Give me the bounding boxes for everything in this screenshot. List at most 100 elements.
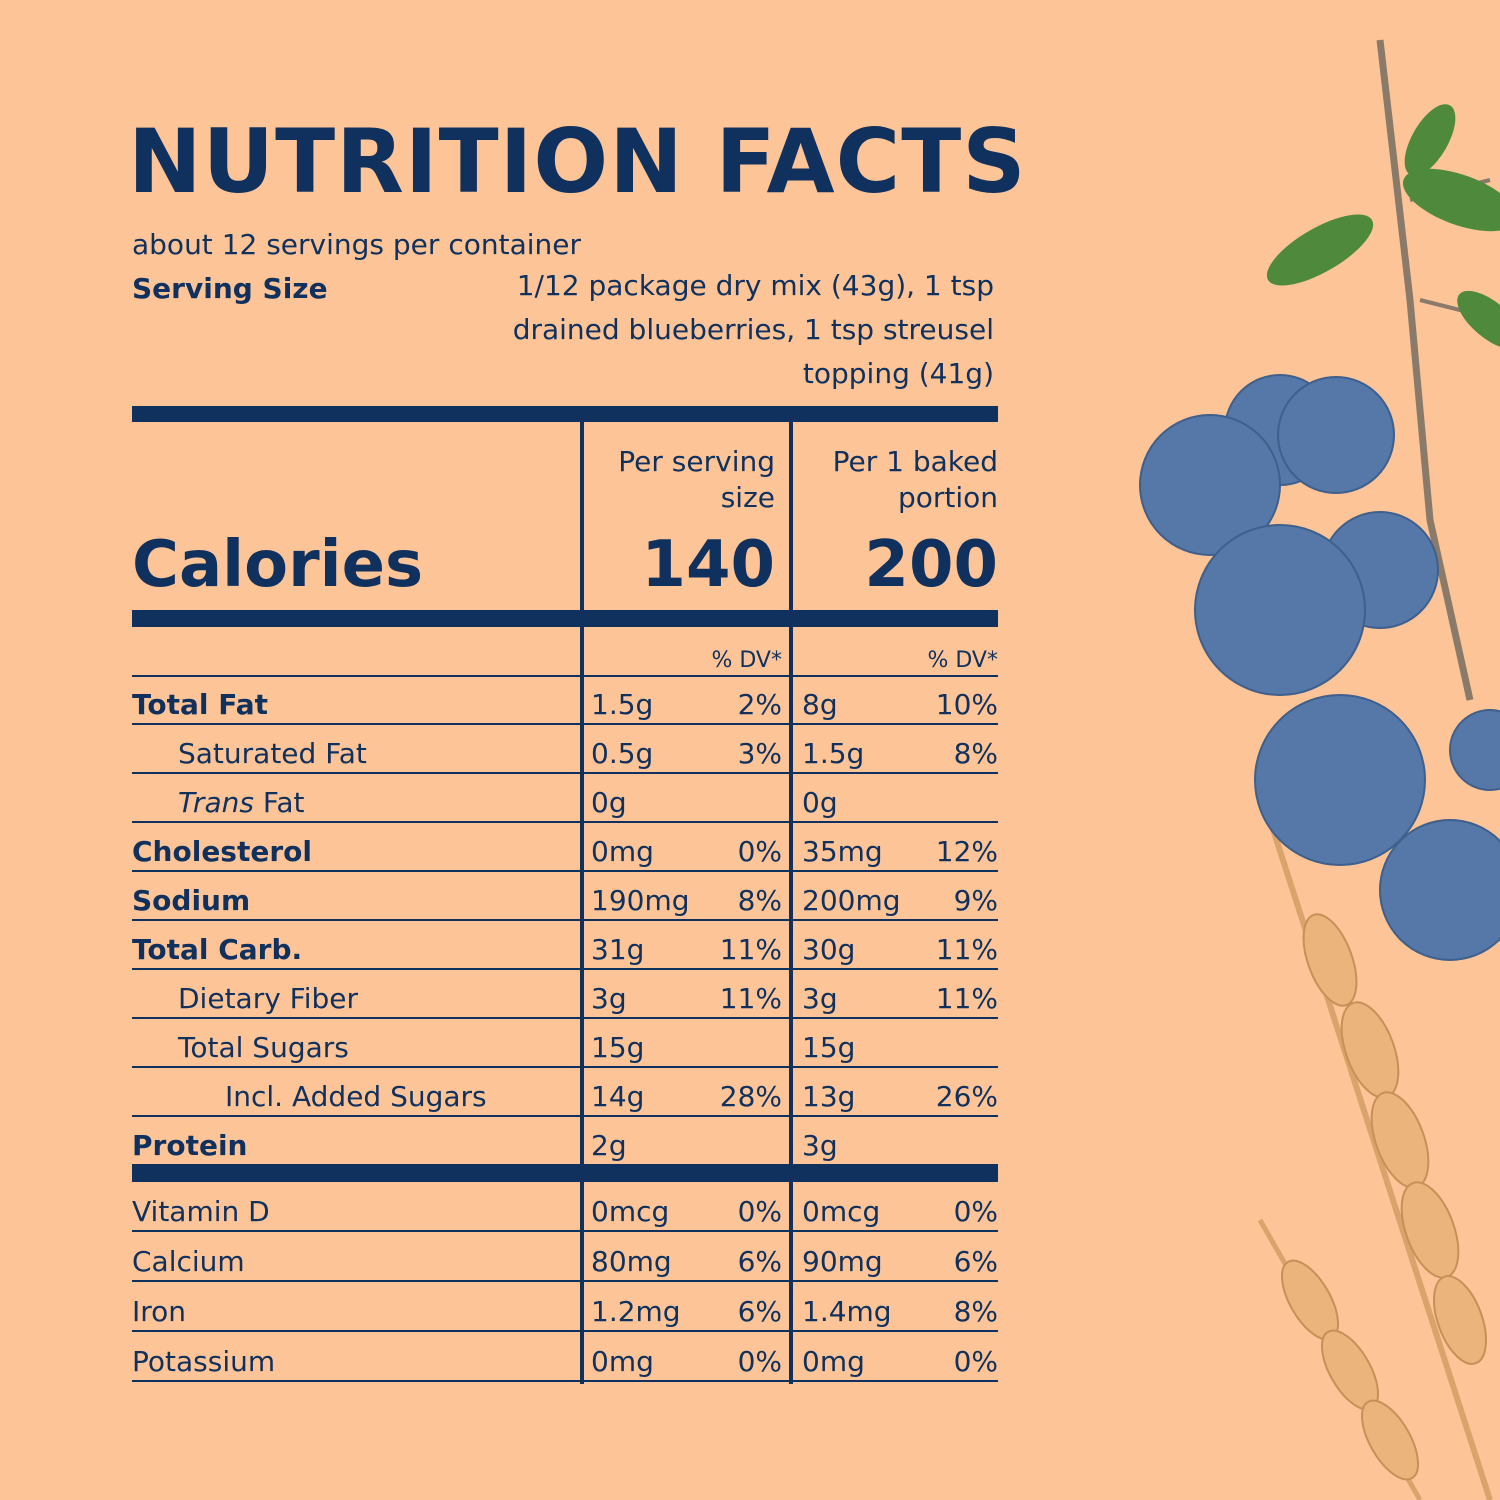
- portion-amount: 30g: [802, 933, 856, 966]
- nutrient-name: Dietary Fiber: [178, 982, 359, 1015]
- portion-amount: 3g: [802, 1129, 838, 1162]
- nutrient-row: Total Carb. 31g 11% 30g 11%: [132, 921, 998, 970]
- portion-amount: 35mg: [802, 835, 883, 868]
- col1-dv-header: % DV*: [711, 648, 782, 673]
- serving-dv: 3%: [737, 737, 782, 770]
- nutrient-name: Trans Fat: [178, 786, 305, 819]
- nutrient-row: Saturated Fat 0.5g 3% 1.5g 8%: [132, 725, 998, 774]
- serving-dv: 2%: [737, 688, 782, 721]
- nutrient-name: Total Fat: [132, 688, 269, 721]
- vitamin-row: Iron 1.2mg 6% 1.4mg 8%: [132, 1282, 998, 1332]
- portion-dv: 11%: [935, 933, 998, 966]
- serving-dv: 11%: [719, 933, 782, 966]
- portion-amount: 200mg: [802, 884, 901, 917]
- portion-amount: 1.4mg: [802, 1295, 892, 1328]
- serving-dv: 28%: [719, 1080, 782, 1113]
- serving-dv: 0%: [737, 1195, 782, 1228]
- vitamin-row: Calcium 80mg 6% 90mg 6%: [132, 1232, 998, 1282]
- portion-amount: 0g: [802, 786, 838, 819]
- portion-dv: 8%: [953, 737, 998, 770]
- portion-dv: 9%: [953, 884, 998, 917]
- blueberry-wheat-illustration: [1139, 39, 1500, 1500]
- wheat-stalk-illustration: [1257, 819, 1493, 1500]
- col2-calories: 200: [864, 528, 998, 602]
- vitamin-name: Calcium: [132, 1245, 245, 1278]
- portion-amount: 13g: [802, 1080, 856, 1113]
- blueberry-branch-illustration: [1139, 39, 1500, 961]
- nutrient-row: Total Fat 1.5g 2% 8g 10%: [132, 676, 998, 725]
- portion-dv: 0%: [953, 1195, 998, 1228]
- serving-amount: 190mg: [591, 884, 690, 917]
- serving-size-label: Serving Size: [132, 272, 328, 305]
- thick-divider: [132, 406, 998, 422]
- serving-amount: 31g: [591, 933, 645, 966]
- nutrient-name: Protein: [132, 1129, 248, 1162]
- col2-header: Per 1 baked portion: [832, 445, 998, 514]
- serving-amount: 15g: [591, 1031, 645, 1064]
- serving-amount: 3g: [591, 982, 627, 1015]
- serving-amount: 0g: [591, 786, 627, 819]
- vitamin-name: Potassium: [132, 1345, 276, 1378]
- thick-divider: [132, 1166, 998, 1182]
- vitamin-name: Vitamin D: [132, 1195, 270, 1228]
- serving-dv: 11%: [719, 982, 782, 1015]
- column-divider: [789, 422, 793, 1384]
- nutrient-row: Total Sugars 15g 15g: [132, 1019, 998, 1068]
- serving-amount: 1.5g: [591, 688, 654, 721]
- serving-amount: 0mg: [591, 835, 654, 868]
- thick-divider: [132, 610, 998, 627]
- portion-dv: 8%: [953, 1295, 998, 1328]
- serving-amount: 14g: [591, 1080, 645, 1113]
- nutrient-name: Sodium: [132, 884, 251, 917]
- portion-amount: 15g: [802, 1031, 856, 1064]
- portion-dv: 12%: [935, 835, 998, 868]
- nutrient-name: Total Sugars: [178, 1031, 349, 1064]
- col1-calories: 140: [641, 528, 775, 602]
- serving-dv: 6%: [737, 1245, 782, 1278]
- col2-dv-header: % DV*: [927, 648, 998, 673]
- portion-amount: 0mcg: [802, 1195, 881, 1228]
- portion-amount: 90mg: [802, 1245, 883, 1278]
- portion-dv: 10%: [935, 688, 998, 721]
- portion-dv: 6%: [953, 1245, 998, 1278]
- label-title: NUTRITION FACTS: [128, 110, 1027, 213]
- vitamin-name: Iron: [132, 1295, 187, 1328]
- nutrient-row: Trans Fat 0g 0g: [132, 774, 998, 823]
- servings-per-container: about 12 servings per container: [132, 228, 581, 261]
- portion-dv: 0%: [953, 1345, 998, 1378]
- portion-dv: 26%: [935, 1080, 998, 1113]
- vitamin-row: Potassium 0mg 0% 0mg 0%: [132, 1332, 998, 1382]
- nutrient-name: Saturated Fat: [178, 737, 367, 770]
- column-divider: [580, 422, 584, 1384]
- portion-dv: 11%: [935, 982, 998, 1015]
- nutrient-name: Incl. Added Sugars: [225, 1080, 487, 1113]
- nutrient-name-rest: Fat: [253, 786, 305, 819]
- nutrient-row: Dietary Fiber 3g 11% 3g 11%: [132, 970, 998, 1019]
- portion-amount: 1.5g: [802, 737, 865, 770]
- serving-dv: 0%: [737, 1345, 782, 1378]
- portion-amount: 8g: [802, 688, 838, 721]
- serving-amount: 2g: [591, 1129, 627, 1162]
- nutrient-row: Cholesterol 0mg 0% 35mg 12%: [132, 823, 998, 872]
- serving-dv: 6%: [737, 1295, 782, 1328]
- serving-dv: 0%: [737, 835, 782, 868]
- serving-size-value: 1/12 package dry mix (43g), 1 tsp draine…: [512, 269, 994, 390]
- calories-label: Calories: [132, 528, 424, 602]
- serving-amount: 1.2mg: [591, 1295, 681, 1328]
- nutrient-name: Cholesterol: [132, 835, 312, 868]
- serving-dv: 8%: [737, 884, 782, 917]
- nutrient-row: Sodium 190mg 8% 200mg 9%: [132, 872, 998, 921]
- serving-amount: 0.5g: [591, 737, 654, 770]
- serving-amount: 0mg: [591, 1345, 654, 1378]
- col1-header: Per serving size: [618, 445, 775, 514]
- nutrient-row: Incl. Added Sugars 14g 28% 13g 26%: [132, 1068, 998, 1117]
- nutrient-row: Protein 2g 3g: [132, 1117, 998, 1166]
- nutrient-name-italic: Trans: [178, 786, 254, 819]
- serving-amount: 0mcg: [591, 1195, 670, 1228]
- nutrient-name: Total Carb.: [132, 933, 303, 966]
- vitamin-row: Vitamin D 0mcg 0% 0mcg 0%: [132, 1182, 998, 1232]
- portion-amount: 0mg: [802, 1345, 865, 1378]
- portion-amount: 3g: [802, 982, 838, 1015]
- serving-amount: 80mg: [591, 1245, 672, 1278]
- dv-header-row: % DV* % DV*: [132, 627, 998, 677]
